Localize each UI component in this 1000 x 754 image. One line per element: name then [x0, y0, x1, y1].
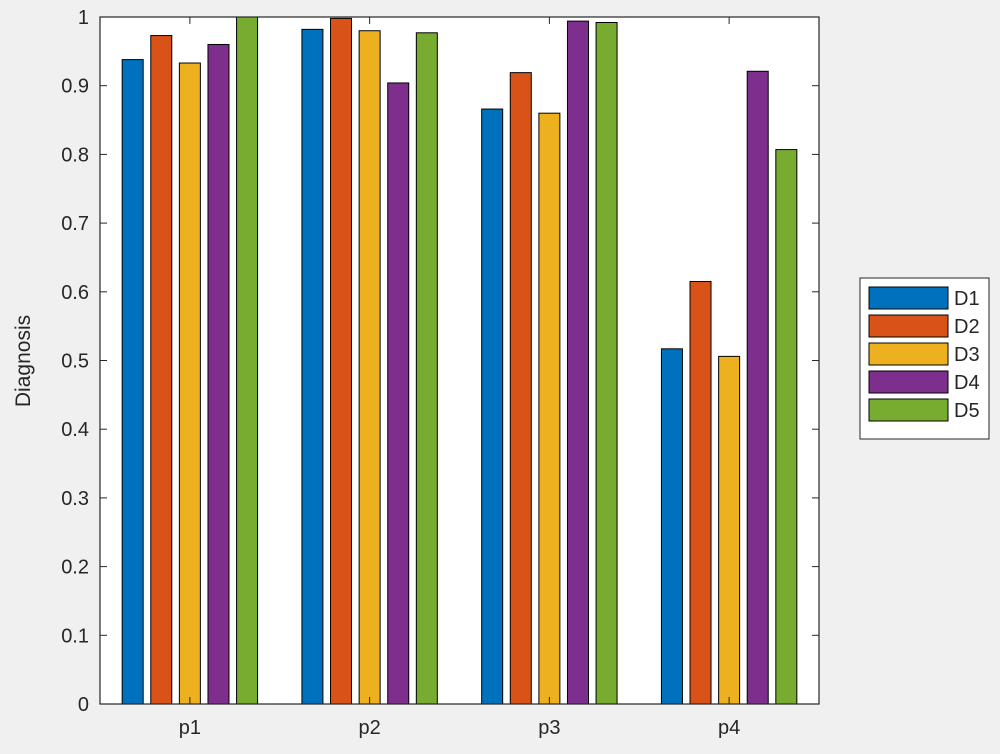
legend-swatch-D5	[868, 398, 949, 422]
bar-p2-D3	[358, 30, 381, 705]
bar-p1-D5	[236, 16, 259, 705]
bar-p4-D3	[718, 355, 741, 705]
legend-swatch-D2	[868, 314, 949, 338]
bars	[121, 16, 798, 705]
x-tick-label: p4	[718, 717, 740, 739]
bar-p1-D1	[121, 59, 144, 705]
legend-label-D4: D4	[954, 372, 980, 394]
y-tick-label: 0.4	[61, 419, 89, 441]
bar-p2-D1	[301, 28, 324, 705]
y-tick-label: 0.1	[61, 625, 89, 647]
legend-swatch-D3	[868, 342, 949, 366]
bar-p1-D2	[150, 35, 173, 705]
bar-p4-D2	[689, 280, 712, 705]
bar-p2-D5	[415, 32, 438, 705]
legend: D1 D2 D3 D4 D5	[859, 277, 990, 440]
y-tick-label: 0.9	[61, 76, 89, 98]
bar-p4-D1	[660, 348, 683, 705]
bar-p4-D5	[775, 149, 798, 705]
y-tick-label: 0.8	[61, 144, 89, 166]
x-tick-label: p1	[179, 717, 201, 739]
bar-p2-D2	[330, 17, 353, 705]
y-axis-label: Diagnosis	[12, 315, 35, 407]
bar-p3-D4	[566, 20, 589, 705]
bar-p3-D5	[595, 21, 618, 705]
legend-swatch-D1	[868, 286, 949, 310]
bar-p3-D2	[509, 72, 532, 705]
bar-p3-D3	[538, 112, 561, 705]
x-tick-label: p2	[359, 717, 381, 739]
legend-label-D3: D3	[954, 344, 980, 366]
bar-p4-D4	[746, 70, 769, 705]
y-tick-label: 0.3	[61, 488, 89, 510]
legend-swatch-D4	[868, 370, 949, 394]
bar-p3-D1	[481, 108, 504, 705]
bar-p2-D4	[387, 82, 410, 705]
axis-ticks: 0 0.1 0.2 0.3 0.4 0.5 0.6 0.7 0.8 0.9 1 p1 p2 p3 p4	[61, 7, 819, 739]
y-tick-label: 0.7	[61, 213, 89, 235]
x-tick-label: p3	[538, 717, 560, 739]
bar-p1-D3	[178, 62, 201, 705]
y-tick-label: 0.5	[61, 351, 89, 373]
y-tick-label: 1	[78, 7, 89, 29]
y-tick-label: 0	[78, 694, 89, 716]
legend-label-D2: D2	[954, 316, 980, 338]
legend-label-D1: D1	[954, 288, 980, 310]
legend-label-D5: D5	[954, 400, 980, 422]
y-tick-label: 0.6	[61, 282, 89, 304]
bar-p1-D4	[207, 43, 230, 705]
y-tick-label: 0.2	[61, 557, 89, 579]
